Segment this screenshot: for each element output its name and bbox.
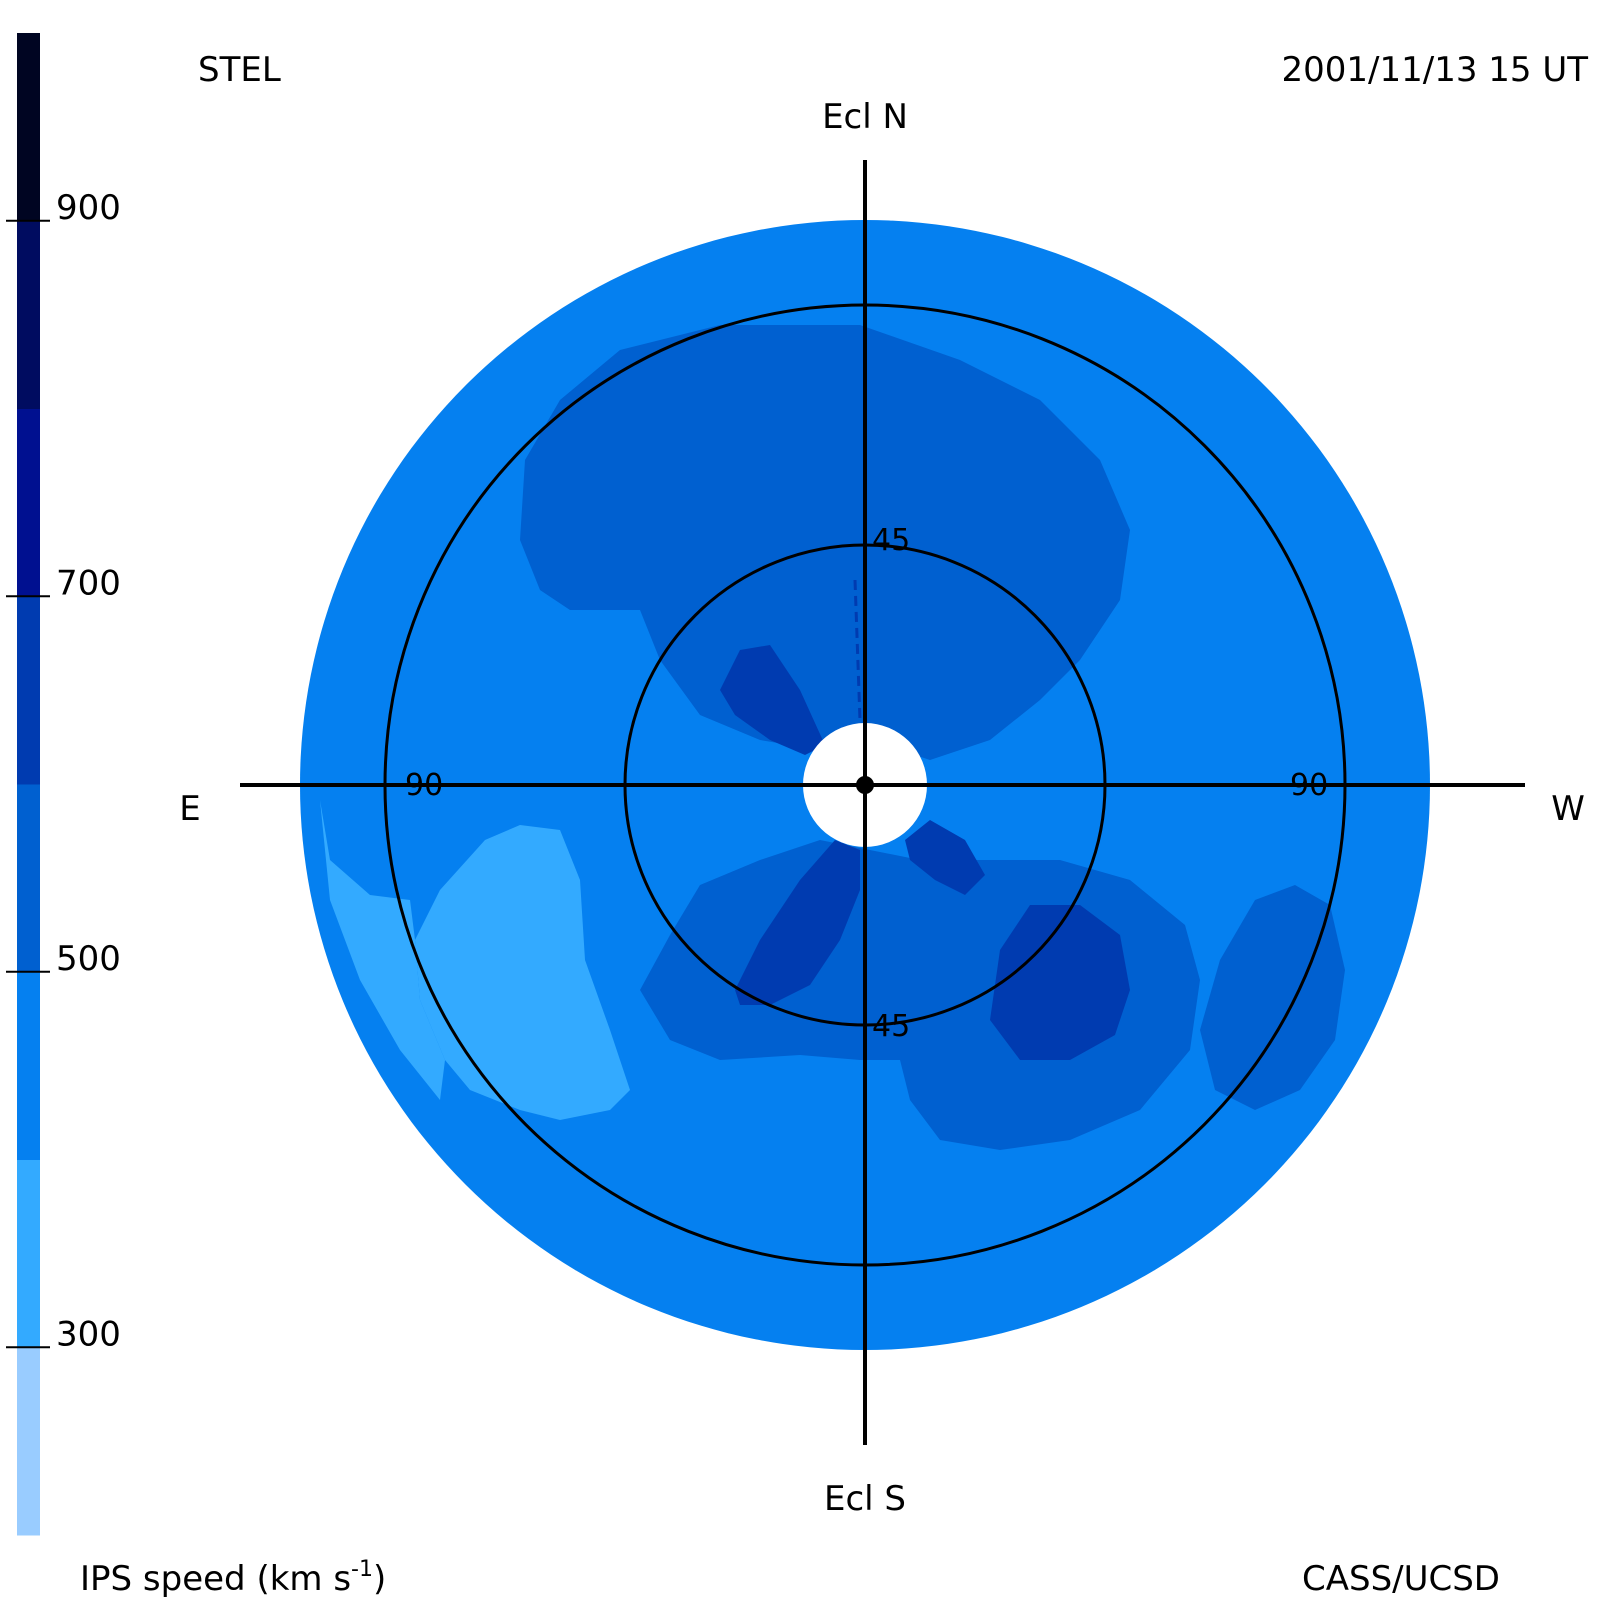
colorbar-band-3	[17, 784, 40, 973]
ring-label-90-right: 90	[1290, 768, 1328, 803]
source-label: STEL	[198, 50, 281, 90]
ring-label-45-bottom: 45	[872, 1009, 910, 1044]
colorbar-band-2	[17, 971, 40, 1160]
colorbar-tick-label-900: 900	[56, 188, 121, 228]
eastern-low-speed-edge	[320, 800, 445, 1100]
direction-label-east: E	[179, 789, 200, 829]
colorbar-band-6	[17, 220, 40, 409]
direction-label-south: Ecl S	[824, 1479, 906, 1519]
colorbar-band-5	[17, 408, 40, 597]
peak-speed-lobe-west-small	[905, 820, 985, 895]
colorbar-tick-label-300: 300	[56, 1314, 121, 1354]
colorbar-title: IPS speed (km s-1)	[80, 1557, 386, 1599]
colorbar-tick-label-700: 700	[56, 563, 121, 603]
ring-label-45-top: 45	[872, 523, 910, 558]
credit-label: CASS/UCSD	[1302, 1559, 1500, 1599]
peak-speed-lobe-northeast	[720, 645, 825, 755]
direction-label-north: Ecl N	[822, 97, 908, 137]
direction-label-west: W	[1551, 789, 1585, 829]
ring-label-90-left: 90	[405, 768, 443, 803]
northern-upper-high-speed-region	[520, 325, 1130, 760]
southwest-high-speed-region	[1200, 885, 1345, 1110]
peak-speed-lobe-southwest	[990, 905, 1130, 1060]
colorbar-band-1	[17, 1159, 40, 1348]
colorbar-title-sup: -1	[351, 1557, 373, 1582]
colorbar-tick-label-500: 500	[56, 939, 121, 979]
colorbar: 300 500 700 900	[6, 33, 121, 1536]
colorbar-title-end: )	[373, 1559, 386, 1599]
colorbar-band-0	[17, 1347, 40, 1536]
colorbar-band-4	[17, 596, 40, 785]
colorbar-title-main: IPS speed (km s	[80, 1559, 351, 1599]
timestamp-label: 2001/11/13 15 UT	[1282, 50, 1589, 90]
colorbar-band-7	[17, 33, 40, 222]
radial-streak	[853, 579, 862, 721]
peak-speed-lobe-south	[735, 840, 860, 1005]
southeast-low-speed-region	[415, 825, 630, 1120]
